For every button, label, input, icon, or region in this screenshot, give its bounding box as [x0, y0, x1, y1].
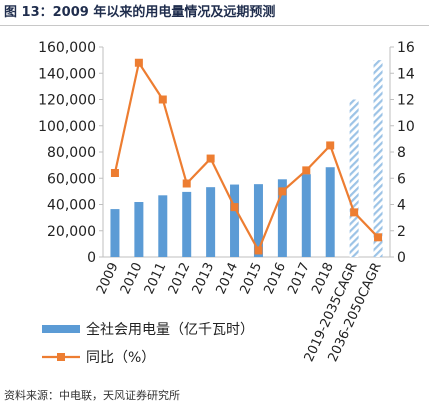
y-right-tick-label: 4: [397, 198, 406, 214]
bar: [230, 184, 240, 257]
x-tick-label: 2014: [214, 260, 242, 296]
y-left-tick-label: 160,000: [38, 40, 96, 56]
y-left-tick-label: 60,000: [47, 171, 96, 187]
y-right-tick-label: 0: [397, 250, 406, 266]
source-note: 资料来源：中电联，天风证券研究所: [4, 389, 180, 402]
x-tick-label: 2016: [261, 260, 289, 296]
line-point: [134, 58, 143, 67]
x-tick-label: 2017: [285, 260, 313, 296]
bar: [253, 184, 263, 257]
line-path: [113, 59, 379, 253]
bar: [277, 179, 287, 257]
line-point: [110, 169, 119, 177]
line-point: [182, 179, 191, 188]
chart-legend: 全社会用电量（亿千瓦时） 同比（%）: [42, 321, 254, 366]
y-right-tick-label: 2: [397, 224, 406, 240]
legend-bar-label: 全社会用电量（亿千瓦时）: [86, 321, 254, 338]
x-tick-label: 2015: [238, 260, 266, 296]
line-point: [254, 246, 263, 255]
line-point: [278, 187, 287, 196]
line-series: [110, 58, 383, 255]
x-tick-label: 2010: [118, 260, 146, 296]
bar: [134, 202, 144, 257]
line-point: [374, 233, 383, 242]
line-point: [206, 154, 215, 163]
y-right-tick-label: 6: [397, 171, 406, 187]
y-right-tick-label: 16: [397, 40, 415, 56]
line-point: [326, 141, 335, 150]
x-tick-label: 2013: [190, 260, 218, 296]
forecast-bar: [373, 60, 383, 257]
legend-line-marker: [57, 353, 65, 361]
chart-title: 图 13：2009 年以来的用电量情况及远期预测: [4, 5, 276, 20]
title-divider: [0, 25, 429, 26]
forecast-bar: [349, 99, 359, 257]
x-tick-label: 2009: [94, 260, 122, 296]
y-left-tick-label: 140,000: [38, 66, 96, 82]
y-left-tick-label: 40,000: [47, 198, 96, 214]
line-point: [230, 203, 239, 212]
bar: [325, 167, 335, 257]
y-left-tick-label: 0: [87, 250, 96, 266]
x-tick-label: 2011: [142, 260, 170, 296]
legend-bar-swatch: [42, 325, 80, 333]
y-left-tick-label: 20,000: [47, 224, 96, 240]
y-right-tick-label: 10: [397, 119, 415, 135]
y-right-tick-label: 8: [397, 145, 406, 161]
bar: [301, 174, 311, 257]
y-left-tick-label: 120,000: [38, 93, 96, 109]
bar-series: [110, 60, 383, 257]
x-tick-label: 2012: [166, 260, 194, 296]
bar: [158, 195, 168, 257]
line-point: [302, 166, 311, 175]
line-point: [350, 208, 359, 217]
bar: [110, 209, 120, 257]
bar: [182, 191, 192, 257]
y-left-tick-label: 80,000: [47, 145, 96, 161]
bar: [206, 187, 216, 257]
y-right-tick-label: 12: [397, 93, 415, 109]
y-left-tick-label: 100,000: [38, 119, 96, 135]
line-point: [158, 95, 167, 104]
y-right-tick-label: 14: [397, 66, 415, 82]
legend-line-label: 同比（%）: [86, 350, 155, 366]
